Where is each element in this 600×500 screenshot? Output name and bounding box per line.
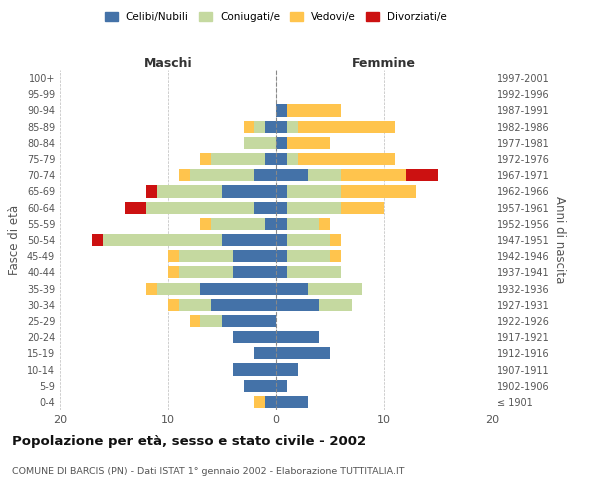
Bar xyxy=(146,186,157,198)
Bar xyxy=(168,266,179,278)
Bar xyxy=(233,266,276,278)
Bar xyxy=(125,202,146,213)
Bar xyxy=(330,234,341,246)
Bar xyxy=(276,266,287,278)
Bar xyxy=(287,137,330,149)
Bar xyxy=(265,218,276,230)
Bar xyxy=(233,250,276,262)
Bar xyxy=(146,282,157,294)
Bar xyxy=(157,186,222,198)
Bar xyxy=(308,282,362,294)
Bar xyxy=(287,186,341,198)
Bar xyxy=(276,234,287,246)
Bar xyxy=(287,218,319,230)
Bar xyxy=(190,169,254,181)
Bar xyxy=(276,396,308,408)
Bar xyxy=(222,186,276,198)
Bar xyxy=(276,250,287,262)
Bar xyxy=(276,120,287,132)
Bar xyxy=(146,202,254,213)
Bar xyxy=(265,396,276,408)
Bar xyxy=(168,250,179,262)
Bar xyxy=(341,169,406,181)
Bar xyxy=(276,298,319,311)
Bar xyxy=(190,315,200,327)
Bar xyxy=(276,186,287,198)
Bar xyxy=(168,298,179,311)
Bar xyxy=(276,137,287,149)
Text: Maschi: Maschi xyxy=(143,57,193,70)
Bar xyxy=(341,186,416,198)
Bar xyxy=(254,396,265,408)
Bar xyxy=(287,266,341,278)
Bar xyxy=(406,169,438,181)
Bar xyxy=(298,153,395,165)
Bar xyxy=(287,120,298,132)
Bar xyxy=(298,120,395,132)
Y-axis label: Anni di nascita: Anni di nascita xyxy=(553,196,566,284)
Bar xyxy=(200,315,222,327)
Bar xyxy=(341,202,384,213)
Bar xyxy=(330,250,341,262)
Bar xyxy=(233,331,276,343)
Text: COMUNE DI BARCIS (PN) - Dati ISTAT 1° gennaio 2002 - Elaborazione TUTTITALIA.IT: COMUNE DI BARCIS (PN) - Dati ISTAT 1° ge… xyxy=(12,468,404,476)
Bar xyxy=(211,218,265,230)
Bar xyxy=(179,266,233,278)
Bar xyxy=(287,234,330,246)
Bar xyxy=(157,282,200,294)
Bar xyxy=(287,202,341,213)
Bar xyxy=(276,331,319,343)
Bar xyxy=(276,380,287,392)
Bar xyxy=(276,364,298,376)
Bar xyxy=(287,250,330,262)
Bar xyxy=(287,104,341,117)
Bar xyxy=(287,153,298,165)
Bar xyxy=(222,234,276,246)
Bar xyxy=(244,380,276,392)
Bar xyxy=(319,298,352,311)
Bar xyxy=(319,218,330,230)
Bar xyxy=(276,153,287,165)
Bar xyxy=(276,169,308,181)
Bar xyxy=(254,120,265,132)
Bar xyxy=(233,364,276,376)
Bar xyxy=(265,153,276,165)
Bar xyxy=(92,234,103,246)
Bar xyxy=(276,218,287,230)
Bar xyxy=(179,169,190,181)
Bar xyxy=(254,202,276,213)
Text: Femmine: Femmine xyxy=(352,57,416,70)
Bar xyxy=(103,234,222,246)
Bar xyxy=(265,120,276,132)
Bar xyxy=(200,153,211,165)
Bar xyxy=(276,348,330,360)
Bar xyxy=(244,120,254,132)
Text: Popolazione per età, sesso e stato civile - 2002: Popolazione per età, sesso e stato civil… xyxy=(12,435,366,448)
Y-axis label: Fasce di età: Fasce di età xyxy=(8,205,21,275)
Bar xyxy=(254,169,276,181)
Bar xyxy=(276,282,308,294)
Bar xyxy=(179,298,211,311)
Bar xyxy=(179,250,233,262)
Bar xyxy=(254,348,276,360)
Legend: Celibi/Nubili, Coniugati/e, Vedovi/e, Divorziati/e: Celibi/Nubili, Coniugati/e, Vedovi/e, Di… xyxy=(101,8,451,26)
Bar xyxy=(200,218,211,230)
Bar xyxy=(200,282,276,294)
Bar xyxy=(308,169,341,181)
Bar xyxy=(222,315,276,327)
Bar xyxy=(244,137,276,149)
Bar xyxy=(211,153,265,165)
Bar xyxy=(276,202,287,213)
Bar xyxy=(211,298,276,311)
Bar xyxy=(276,104,287,117)
